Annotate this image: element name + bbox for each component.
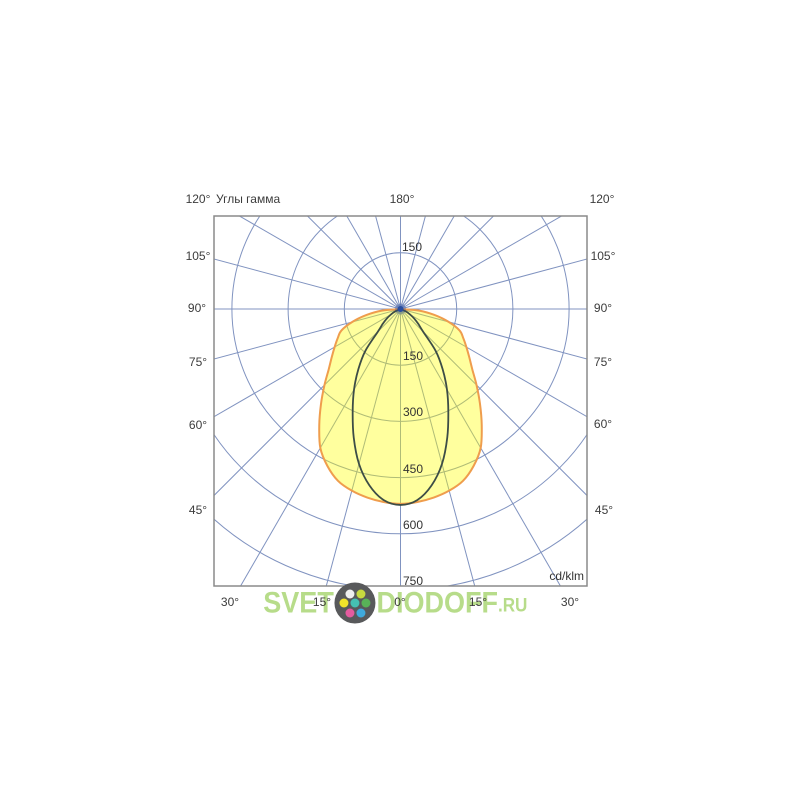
grid-ray: [400, 216, 563, 310]
grid-ray: [400, 308, 587, 360]
radial-tick-150-upper: 150: [402, 240, 423, 254]
polar-grid-group: [214, 216, 587, 586]
grid-ray: [238, 216, 401, 310]
grid-ray: [214, 308, 401, 418]
grid-ray: [400, 216, 495, 310]
watermark-logo-icon: [334, 582, 376, 624]
grid-ray: [306, 216, 401, 310]
grid-ray: [214, 308, 401, 497]
gamma-label-bottom-0: 0°: [394, 595, 406, 609]
grid-ray: [239, 308, 401, 586]
watermark-text-svet: SVET: [263, 586, 334, 619]
gamma-label-left-45: 45°: [188, 503, 208, 517]
logo-led-dot: [361, 598, 371, 608]
logo-led-dot: [345, 589, 355, 598]
gamma-label-bottom-left-15: 15°: [312, 595, 332, 609]
logo-led-dot: [356, 608, 366, 617]
gamma-label-bottom-right-30: 30°: [560, 595, 580, 609]
radial-tick-750: 750: [403, 574, 424, 588]
gamma-label-bottom-left-30: 30°: [220, 595, 240, 609]
grid-ray: [400, 308, 587, 418]
gamma-label-top-180: 180°: [389, 192, 415, 206]
radial-tick-300: 300: [403, 405, 424, 419]
center-dot: [397, 306, 404, 312]
gamma-label-top-right-120: 120°: [589, 192, 615, 206]
gamma-label-right-45: 45°: [594, 503, 614, 517]
grid-ray: [375, 216, 401, 310]
logo-led-dot: [339, 598, 349, 608]
beam-curve-narrow: [351, 308, 450, 506]
gamma-label-right-105: 105°: [590, 249, 616, 263]
gamma-label-right-75: 75°: [593, 355, 613, 369]
gamma-label-bottom-right-15: 15°: [468, 595, 488, 609]
gamma-label-right-90: 90°: [593, 301, 613, 315]
unit-label: cd/klm: [549, 569, 584, 583]
radial-tick-150: 150: [403, 349, 424, 363]
watermark-suffix-ru: .RU: [498, 595, 528, 616]
grid-ray: [400, 308, 587, 497]
gamma-label-left-90: 90°: [187, 301, 207, 315]
logo-led-dot: [356, 589, 366, 598]
grid-ray: [346, 216, 401, 310]
grid-ray: [400, 216, 455, 310]
grid-ray: [400, 258, 587, 310]
logo-led-dot: [345, 608, 355, 617]
grid-ray: [214, 258, 401, 310]
radial-tick-600: 600: [403, 518, 424, 532]
chart-title: Углы гамма: [216, 192, 281, 206]
gamma-label-right-60: 60°: [593, 417, 613, 431]
watermark: SVET DIODOFF .RU: [255, 582, 544, 624]
grid-ray: [400, 216, 426, 310]
grid-ray: [400, 308, 562, 586]
radial-tick-450: 450: [403, 462, 424, 476]
grid-ray: [400, 308, 476, 586]
grid-ray: [214, 308, 401, 360]
gamma-label-top-left-120: 120°: [185, 192, 211, 206]
watermark-text-group: DIODOFF .RU: [377, 586, 528, 620]
watermark-text-diodoff: DIODOFF: [376, 586, 499, 619]
grid-ray: [325, 308, 401, 586]
gamma-label-left-75: 75°: [188, 355, 208, 369]
beam-curve-wide-filled: [318, 308, 483, 505]
gamma-label-left-105: 105°: [185, 249, 211, 263]
chart-border: [213, 215, 588, 587]
gamma-label-left-60: 60°: [188, 418, 208, 432]
logo-led-dot: [350, 598, 360, 608]
